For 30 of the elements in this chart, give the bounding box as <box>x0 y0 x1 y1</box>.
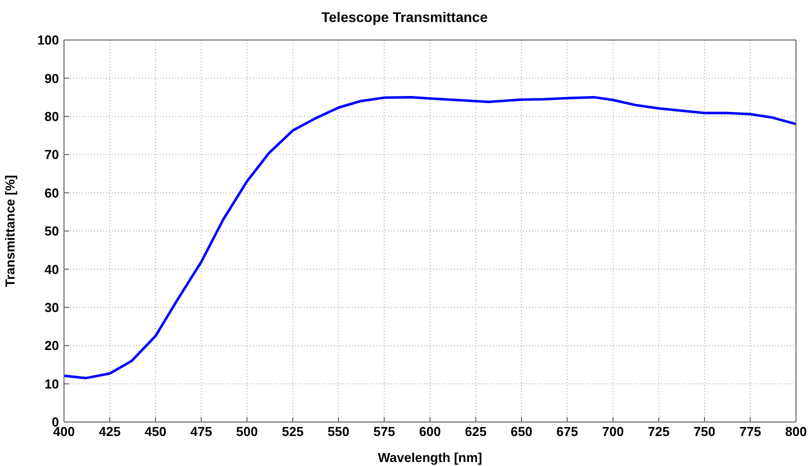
x-tick-label: 475 <box>190 424 212 440</box>
x-tick-label: 500 <box>236 424 258 440</box>
y-tick-label: 20 <box>44 338 59 354</box>
y-tick-label: 90 <box>44 70 59 86</box>
y-tick-label: 10 <box>44 376 59 392</box>
y-tick-label: 100 <box>37 32 59 48</box>
y-axis-title: Transmittance [%] <box>2 175 18 287</box>
y-tick-label: 30 <box>44 300 59 316</box>
x-tick-label: 650 <box>510 424 532 440</box>
y-tick-label: 40 <box>44 262 59 277</box>
x-tick-label: 575 <box>373 424 396 440</box>
x-tick-label: 550 <box>328 424 350 440</box>
x-tick-label: 625 <box>464 424 487 440</box>
line-series <box>64 96 796 380</box>
x-axis-title: Wavelength [nm] <box>378 450 482 465</box>
x-tick-label: 600 <box>419 424 441 440</box>
y-tick-label: 50 <box>44 224 59 239</box>
x-tick-label: 450 <box>144 424 166 440</box>
x-tick-label: 775 <box>739 424 762 440</box>
x-tick-label: 700 <box>602 424 624 440</box>
x-tick-label: 750 <box>694 424 716 440</box>
x-tick-label: 425 <box>98 424 121 440</box>
x-tick-label: 525 <box>282 424 304 440</box>
chart-title: Telescope Transmittance <box>320 9 489 25</box>
y-tick-label: 70 <box>44 147 59 162</box>
x-tick-label: 800 <box>785 424 807 440</box>
x-tick-label: 675 <box>556 424 578 440</box>
y-tick-label: 80 <box>44 109 59 124</box>
y-tick-label: 60 <box>44 185 59 200</box>
x-tick-label: 725 <box>648 424 670 440</box>
